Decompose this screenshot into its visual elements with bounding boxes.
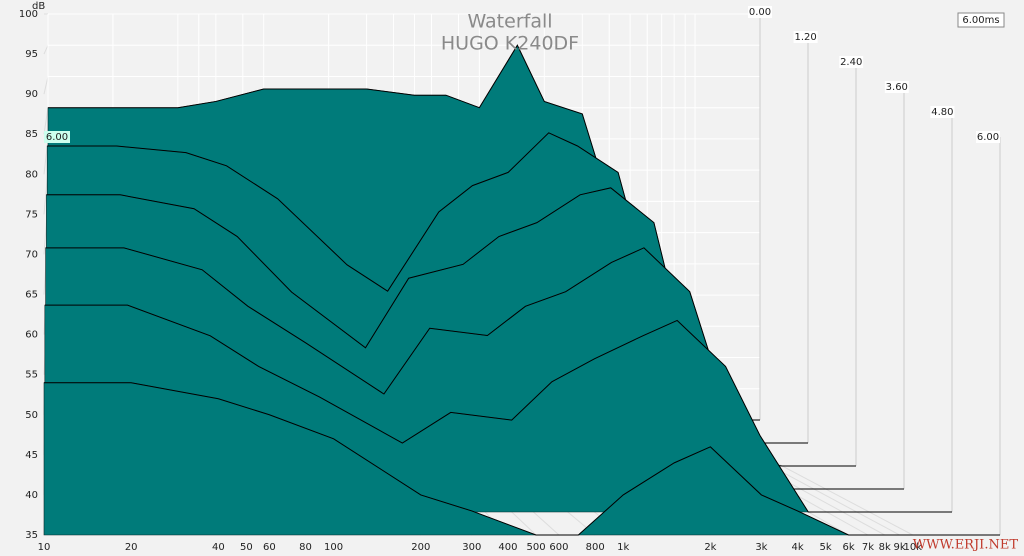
x-tick-label: 60 bbox=[263, 542, 276, 553]
grid-line bbox=[43, 107, 49, 135]
grid-line bbox=[43, 76, 49, 95]
x-tick-label: 40 bbox=[212, 542, 225, 553]
z-tick-label: 2.40 bbox=[840, 57, 862, 68]
grid-line bbox=[43, 138, 49, 175]
y-tick-label: 55 bbox=[25, 370, 38, 381]
x-tick-label: 80 bbox=[299, 542, 312, 553]
x-tick-label: 2k bbox=[704, 542, 716, 553]
z-tick-box bbox=[748, 6, 772, 18]
x-tick-label: 8k bbox=[879, 542, 891, 553]
z-tick-label: 0.00 bbox=[749, 7, 771, 18]
front-marker-box bbox=[44, 131, 70, 143]
time-readout-box bbox=[957, 12, 1005, 28]
slice-line bbox=[44, 382, 1000, 536]
x-tick-label: 20 bbox=[125, 542, 138, 553]
x-tick-label: 50 bbox=[240, 542, 253, 553]
x-tick-label: 4k bbox=[791, 542, 803, 553]
time-readout: 6.00ms bbox=[962, 15, 999, 26]
y-tick-label: 65 bbox=[25, 290, 38, 301]
z-tick-label: 6.00 bbox=[977, 132, 999, 143]
grid-line bbox=[43, 45, 49, 55]
z-tick-box bbox=[930, 106, 955, 118]
x-tick-label: 100 bbox=[324, 542, 343, 553]
y-tick-label: 85 bbox=[25, 129, 38, 140]
front-marker: 6.00 bbox=[46, 132, 68, 143]
labels: 35 40 45 50 55 60 65 70 75 80 85 90 95 100 10 20 40 50 60 8… bbox=[19, 6, 1000, 553]
z-tick-label: 4.80 bbox=[931, 107, 953, 118]
x-tick-label: 400 bbox=[498, 542, 517, 553]
y-tick-label: 40 bbox=[25, 490, 38, 501]
y-tick-label: 35 bbox=[25, 530, 38, 541]
x-tick-label: 800 bbox=[586, 542, 605, 553]
x-tick-label: 10k bbox=[904, 542, 923, 553]
y-tick-label: 75 bbox=[25, 209, 38, 220]
y-tick-label: 80 bbox=[25, 169, 38, 180]
chart-title: Waterfall bbox=[467, 11, 552, 33]
x-tick-label: 7k bbox=[862, 542, 874, 553]
y-tick-label: 90 bbox=[25, 89, 38, 100]
x-tick-label: 9k bbox=[893, 542, 905, 553]
y-tick-label: 50 bbox=[25, 410, 38, 421]
z-tick-label: 3.60 bbox=[886, 82, 908, 93]
y-tick-label: 100 bbox=[19, 9, 38, 20]
z-tick-box bbox=[884, 81, 909, 93]
x-tick-label: 6k bbox=[842, 542, 854, 553]
z-tick-box bbox=[839, 56, 864, 68]
x-tick-label: 1k bbox=[617, 542, 629, 553]
x-tick-label: 600 bbox=[549, 542, 568, 553]
z-tick-box bbox=[793, 31, 818, 43]
y-tick-label: 95 bbox=[25, 49, 38, 60]
x-tick-label: 200 bbox=[411, 542, 430, 553]
z-tick-box bbox=[976, 131, 1000, 143]
y-tick-label: 60 bbox=[25, 330, 38, 341]
z-tick-label: 1.20 bbox=[794, 32, 816, 43]
x-tick-label: 10 bbox=[38, 542, 51, 553]
y-axis-label: dB bbox=[32, 1, 45, 12]
x-tick-label: 3k bbox=[755, 542, 767, 553]
slice-line bbox=[44, 304, 952, 513]
x-tick-label: 5k bbox=[820, 542, 832, 553]
x-tick-label: 500 bbox=[526, 542, 545, 553]
x-tick-label: 300 bbox=[462, 542, 481, 553]
watermark: WWW.ERJI.NET bbox=[913, 538, 1019, 553]
y-tick-label: 70 bbox=[25, 249, 38, 260]
y-tick-label: 45 bbox=[25, 450, 38, 461]
slices bbox=[43, 44, 1000, 536]
chart-subtitle: HUGO K240DF bbox=[441, 33, 579, 55]
